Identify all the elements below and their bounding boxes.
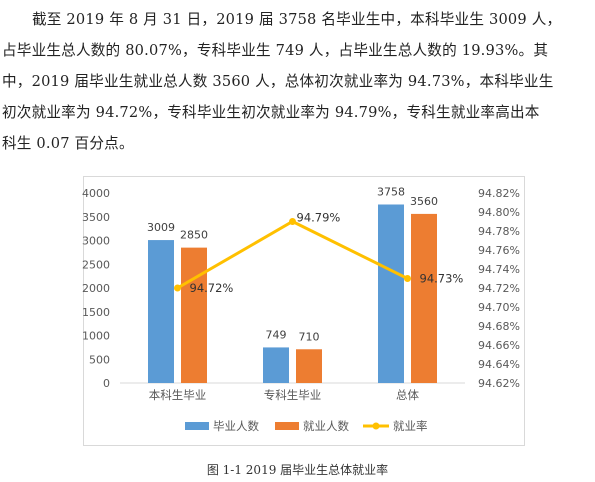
rate-data-label: 94.79% [297,211,341,225]
bar-graduates [148,240,174,383]
legend-label: 就业率 [393,419,428,433]
legend-label: 毕业人数 [213,419,259,433]
paragraph-line: 科生 0.07 百分点。 [2,135,134,152]
y-right-tick-label: 94.78% [478,225,520,238]
y-left-tick-label: 3500 [82,211,110,224]
bar-graduates [263,347,289,383]
paragraph-line: 初次就业率为 94.72%，专科毕业生初次就业率为 94.79%，专科生就业率高… [2,104,540,121]
bar-value-label: 710 [299,330,320,343]
chart-frame [83,176,525,446]
summary-paragraph: 截至 2019 年 8 月 31 日，2019 届 3758 名毕业生中，本科毕… [2,4,592,159]
rate-data-label: 94.73% [420,272,464,286]
paragraph-line: 占毕业生总人数的 80.07%，专科毕业生 749 人，占毕业生总人数的 19.… [2,42,549,59]
x-category-label: 专科生毕业 [264,388,322,402]
legend-swatch [185,422,209,430]
rate-point [289,218,296,225]
bar-employed [181,247,207,383]
bar-value-label: 749 [266,328,287,341]
paragraph-line: 截至 2019 年 8 月 31 日，2019 届 3758 名毕业生中，本科毕… [32,11,562,28]
bar-employed [296,349,322,383]
rate-point [174,284,181,292]
x-category-label: 总体 [396,388,419,402]
y-right-tick-label: 94.80% [478,206,520,219]
y-right-tick-label: 94.82% [478,187,520,200]
y-left-tick-label: 500 [89,353,110,366]
x-category-label: 本科生毕业 [149,388,207,402]
y-left-tick-label: 3000 [82,235,110,248]
y-right-tick-label: 94.64% [478,358,520,371]
rate-point [404,275,411,282]
bar-employed [411,213,437,383]
y-right-tick-label: 94.72% [478,282,520,295]
figure-caption: 图 1-1 2019 届毕业生总体就业率 [206,463,389,477]
y-left-tick-label: 1000 [82,330,110,343]
y-right-tick-label: 94.66% [478,339,520,352]
y-right-tick-label: 94.76% [478,244,520,257]
legend-swatch [275,422,299,430]
bar-value-label: 2850 [180,229,208,242]
bar-value-label: 3009 [147,221,175,234]
rate-line [176,219,409,290]
y-left-tick-label: 4000 [82,187,110,200]
y-left-tick-label: 1500 [82,306,110,319]
legend-label: 就业人数 [303,419,349,433]
y-left-tick-label: 2000 [82,282,110,295]
paragraph-line: 中，2019 届毕业生就业总人数 3560 人，总体初次就业率为 94.73%，… [2,73,554,90]
legend-marker [372,422,380,430]
bar-value-label: 3758 [377,185,405,198]
bar-graduates [378,204,404,383]
y-right-tick-label: 94.70% [478,301,520,314]
y-right-tick-label: 94.74% [478,263,520,276]
y-right-tick-label: 94.62% [478,377,520,390]
bar-value-label: 3560 [410,195,438,208]
y-left-tick-label: 2500 [82,258,110,271]
y-left-tick-label: 0 [103,377,110,390]
employment-chart: 0 500 1000 1500 2000 2500 3000 3500 4000 94.62% 94… [82,185,520,433]
rate-data-label: 94.72% [190,281,234,295]
y-right-tick-label: 94.68% [478,320,520,333]
